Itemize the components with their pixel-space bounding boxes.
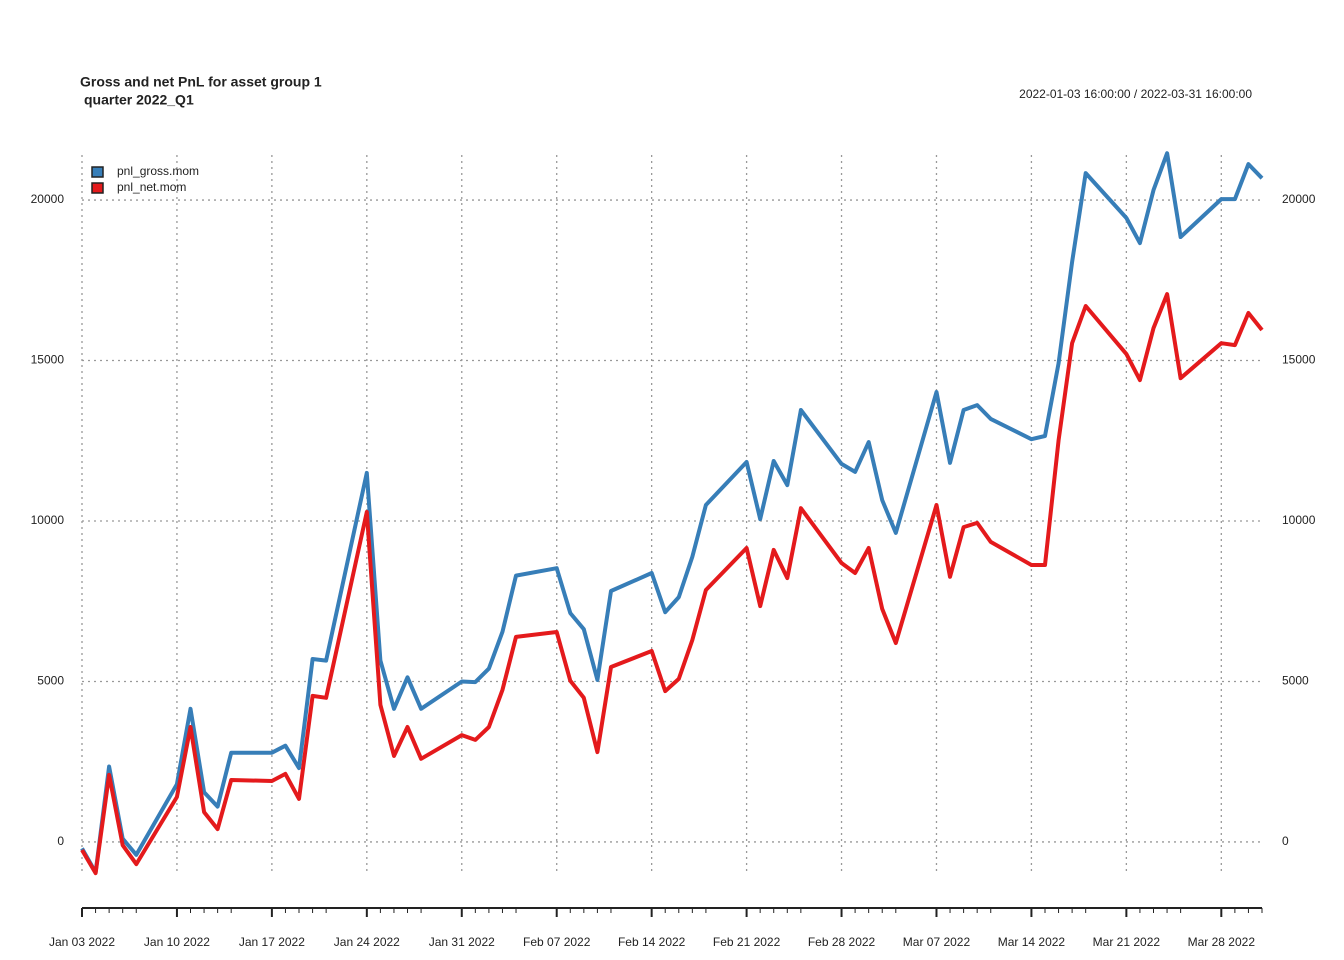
x-tick-label: Jan 03 2022 <box>49 935 115 949</box>
legend-label: pnl_gross.mom <box>117 164 199 178</box>
series-line <box>80 292 1264 876</box>
legend-swatch <box>91 166 104 178</box>
y-tick-label: 15000 <box>31 353 65 367</box>
legend-swatch <box>91 182 104 194</box>
y-tick-label: 5000 <box>37 674 64 688</box>
y-tick-label: 20000 <box>1282 192 1316 206</box>
chart-title: quarter 2022_Q1 <box>84 92 194 108</box>
y-tick-label: 0 <box>57 834 64 848</box>
x-tick-label: Jan 31 2022 <box>429 935 495 949</box>
y-tick-label: 10000 <box>31 513 65 527</box>
y-tick-label: 5000 <box>1282 674 1309 688</box>
x-tick-label: Feb 21 2022 <box>713 935 781 949</box>
x-tick-label: Feb 28 2022 <box>808 935 876 949</box>
y-tick-label: 10000 <box>1282 513 1316 527</box>
x-tick-label: Jan 17 2022 <box>239 935 305 949</box>
chart-subtitle: 2022-01-03 16:00:00 / 2022-03-31 16:00:0… <box>1019 87 1252 101</box>
chart-title: Gross and net PnL for asset group 1 <box>80 74 322 90</box>
x-tick-label: Feb 14 2022 <box>618 935 686 949</box>
y-tick-label: 20000 <box>31 192 65 206</box>
x-tick-label: Feb 07 2022 <box>523 935 591 949</box>
x-tick-label: Mar 28 2022 <box>1188 935 1256 949</box>
y-tick-label: 15000 <box>1282 353 1316 367</box>
x-tick-label: Mar 21 2022 <box>1093 935 1161 949</box>
x-tick-label: Jan 24 2022 <box>334 935 400 949</box>
x-tick-label: Mar 14 2022 <box>998 935 1066 949</box>
x-tick-label: Mar 07 2022 <box>903 935 971 949</box>
x-tick-label: Jan 10 2022 <box>144 935 210 949</box>
series-line <box>80 151 1264 875</box>
y-tick-label: 0 <box>1282 834 1289 848</box>
legend-label: pnl_net.mom <box>117 180 186 194</box>
